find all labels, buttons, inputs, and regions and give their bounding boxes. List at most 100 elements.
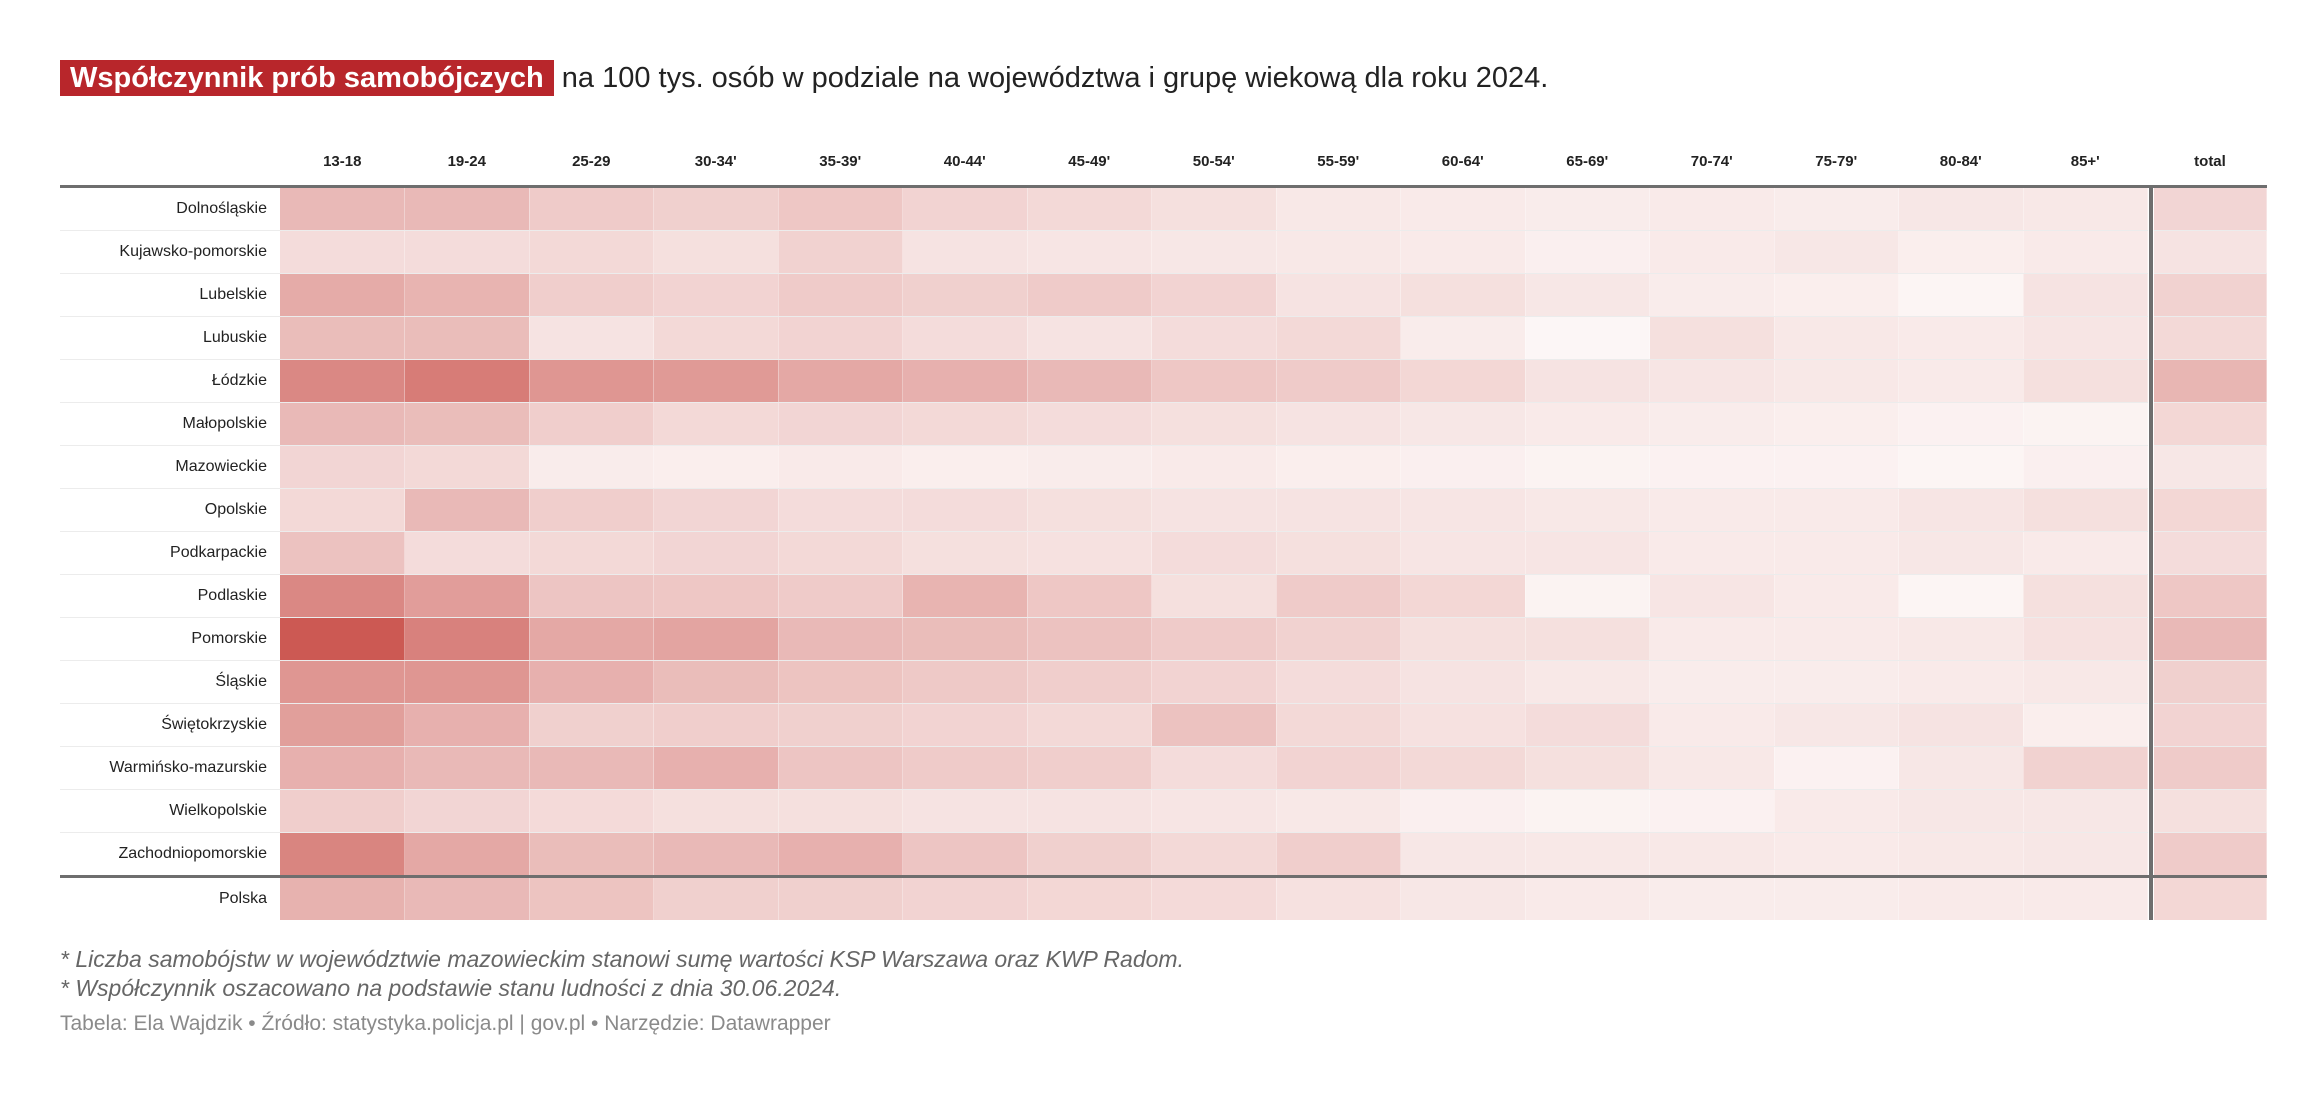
heat-cell-kujawsko-pomorskie-30-34 — [653, 230, 779, 274]
heat-cell-kujawsko-pomorskie-70-74 — [1649, 230, 1775, 274]
heat-cell-podkarpackie-45-49 — [1027, 531, 1152, 575]
heat-cell-mazowieckie-total — [2153, 445, 2267, 489]
row-label-wielkopolskie: Wielkopolskie — [60, 789, 280, 833]
heat-cell-malopolskie-13-18 — [280, 402, 405, 446]
heat-cell-slaskie-80-84 — [1898, 660, 2024, 704]
heat-cell-pomorskie-19-24 — [404, 617, 530, 661]
heat-cell-swietokrzyskie-80-84 — [1898, 703, 2024, 747]
heat-cell-wielkopolskie-60-64 — [1400, 789, 1526, 833]
heat-cell-wielkopolskie-55-59 — [1276, 789, 1401, 833]
heat-cell-lubelskie-70-74 — [1649, 273, 1775, 317]
heat-cell-polska-25-29 — [529, 875, 654, 920]
heat-cell-podkarpackie-50-54 — [1151, 531, 1277, 575]
heat-cell-swietokrzyskie-19-24 — [404, 703, 530, 747]
heat-cell-wielkopolskie-45-49 — [1027, 789, 1152, 833]
heat-cell-polska-30-34 — [653, 875, 779, 920]
table-row: Małopolskie — [60, 402, 2267, 446]
heat-cell-opolskie-55-59 — [1276, 488, 1401, 532]
heat-cell-malopolskie-total — [2153, 402, 2267, 446]
heat-cell-opolskie-85 — [2023, 488, 2148, 532]
column-separator — [2147, 230, 2154, 274]
row-label-opolskie: Opolskie — [60, 488, 280, 532]
heat-cell-lodzkie-total — [2153, 359, 2267, 403]
heat-cell-slaskie-75-79 — [1774, 660, 1899, 704]
heat-cell-wielkopolskie-25-29 — [529, 789, 654, 833]
heat-cell-opolskie-total — [2153, 488, 2267, 532]
heat-cell-lubelskie-25-29 — [529, 273, 654, 317]
heat-cell-warminsko-mazurskie-45-49 — [1027, 746, 1152, 790]
heat-cell-podlaskie-75-79 — [1774, 574, 1899, 618]
heat-cell-malopolskie-85 — [2023, 402, 2148, 446]
heat-cell-lubuskie-13-18 — [280, 316, 405, 360]
heat-cell-opolskie-13-18 — [280, 488, 405, 532]
heat-cell-pomorskie-25-29 — [529, 617, 654, 661]
heat-cell-podkarpackie-85 — [2023, 531, 2148, 575]
table-row: Lubuskie — [60, 316, 2267, 360]
heat-cell-podlaskie-40-44 — [902, 574, 1028, 618]
heat-cell-kujawsko-pomorskie-19-24 — [404, 230, 530, 274]
heat-cell-mazowieckie-45-49 — [1027, 445, 1152, 489]
heat-cell-polska-13-18 — [280, 875, 405, 920]
heat-cell-podkarpackie-65-69 — [1525, 531, 1650, 575]
heat-cell-podkarpackie-75-79 — [1774, 531, 1899, 575]
heat-cell-pomorskie-35-39 — [778, 617, 903, 661]
column-separator — [2147, 402, 2154, 446]
heat-cell-kujawsko-pomorskie-45-49 — [1027, 230, 1152, 274]
heat-cell-lodzkie-25-29 — [529, 359, 654, 403]
heat-cell-wielkopolskie-30-34 — [653, 789, 779, 833]
heat-cell-slaskie-70-74 — [1649, 660, 1775, 704]
heat-cell-opolskie-45-49 — [1027, 488, 1152, 532]
heat-cell-slaskie-19-24 — [404, 660, 530, 704]
heat-cell-zachodniopomorskie-55-59 — [1276, 832, 1401, 877]
heat-cell-polska-60-64 — [1400, 875, 1526, 920]
heat-cell-podlaskie-85 — [2023, 574, 2148, 618]
heat-cell-lubelskie-85 — [2023, 273, 2148, 317]
heat-cell-pomorskie-50-54 — [1151, 617, 1277, 661]
heat-cell-dolnoslaskie-85 — [2023, 186, 2148, 231]
heat-cell-malopolskie-80-84 — [1898, 402, 2024, 446]
heat-cell-mazowieckie-80-84 — [1898, 445, 2024, 489]
heat-cell-lodzkie-45-49 — [1027, 359, 1152, 403]
heat-cell-podkarpackie-80-84 — [1898, 531, 2024, 575]
heat-cell-opolskie-25-29 — [529, 488, 654, 532]
column-header-35-39: 35-39' — [819, 153, 862, 170]
heat-cell-zachodniopomorskie-70-74 — [1649, 832, 1775, 877]
heat-cell-malopolskie-75-79 — [1774, 402, 1899, 446]
table-row: Pomorskie — [60, 617, 2267, 661]
heat-cell-lodzkie-65-69 — [1525, 359, 1650, 403]
heat-cell-dolnoslaskie-45-49 — [1027, 186, 1152, 231]
heat-cell-podkarpackie-30-34 — [653, 531, 779, 575]
heat-cell-podlaskie-35-39 — [778, 574, 903, 618]
heat-cell-lubelskie-50-54 — [1151, 273, 1277, 317]
column-separator — [2147, 186, 2154, 231]
heat-cell-mazowieckie-40-44 — [902, 445, 1028, 489]
column-header-65-69: 65-69' — [1566, 153, 1609, 170]
chart-title: Współczynnik prób samobójczych na 100 tys… — [60, 60, 1548, 96]
heat-cell-lubelskie-75-79 — [1774, 273, 1899, 317]
heat-cell-opolskie-35-39 — [778, 488, 903, 532]
heat-cell-lodzkie-30-34 — [653, 359, 779, 403]
heat-cell-swietokrzyskie-25-29 — [529, 703, 654, 747]
table-row: Świętokrzyskie — [60, 703, 2267, 747]
heat-cell-warminsko-mazurskie-40-44 — [902, 746, 1028, 790]
heat-cell-wielkopolskie-19-24 — [404, 789, 530, 833]
column-separator — [2147, 273, 2154, 317]
column-separator — [2147, 445, 2154, 489]
row-label-podkarpackie: Podkarpackie — [60, 531, 280, 575]
heat-cell-podlaskie-19-24 — [404, 574, 530, 618]
row-label-pomorskie: Pomorskie — [60, 617, 280, 661]
heat-cell-mazowieckie-85 — [2023, 445, 2148, 489]
heat-cell-zachodniopomorskie-25-29 — [529, 832, 654, 877]
table-row: Mazowieckie — [60, 445, 2267, 489]
heat-cell-wielkopolskie-35-39 — [778, 789, 903, 833]
heat-cell-kujawsko-pomorskie-35-39 — [778, 230, 903, 274]
heat-cell-slaskie-total — [2153, 660, 2267, 704]
row-label-podlaskie: Podlaskie — [60, 574, 280, 618]
heat-cell-lubelskie-40-44 — [902, 273, 1028, 317]
column-separator — [2147, 531, 2154, 575]
heat-cell-warminsko-mazurskie-70-74 — [1649, 746, 1775, 790]
row-label-polska: Polska — [60, 875, 280, 920]
heat-cell-opolskie-65-69 — [1525, 488, 1650, 532]
heat-cell-pomorskie-80-84 — [1898, 617, 2024, 661]
heat-cell-lodzkie-50-54 — [1151, 359, 1277, 403]
